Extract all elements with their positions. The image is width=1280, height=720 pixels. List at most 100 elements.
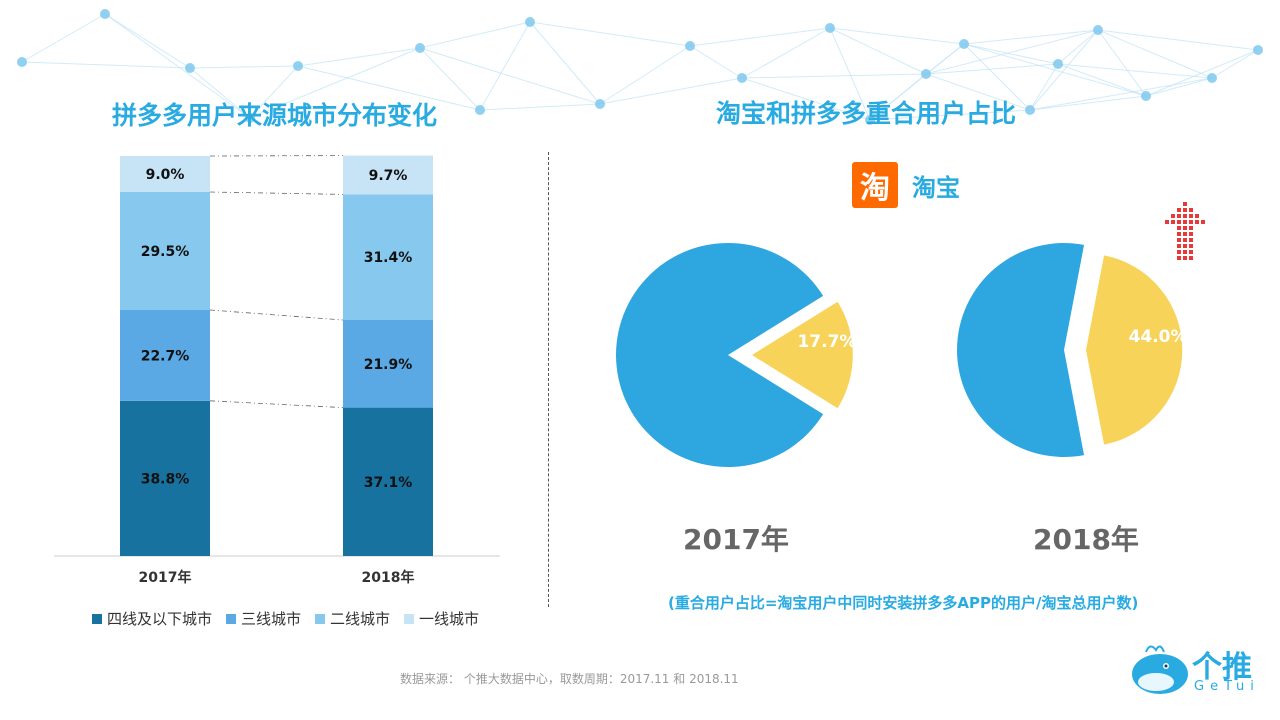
up-arrow-dot bbox=[1183, 214, 1187, 218]
bar-segment bbox=[343, 155, 433, 195]
up-arrow-dot bbox=[1189, 220, 1193, 224]
network-line bbox=[1057, 29, 1099, 65]
network-line bbox=[829, 27, 927, 75]
up-arrow-dot bbox=[1189, 238, 1193, 242]
network-line bbox=[829, 27, 965, 45]
up-arrow-dot bbox=[1183, 238, 1187, 242]
network-line bbox=[741, 27, 831, 79]
legend-swatch-tier4 bbox=[92, 613, 102, 624]
legend-swatch-tier3 bbox=[226, 613, 237, 624]
network-line bbox=[869, 43, 965, 121]
network-line bbox=[1097, 29, 1213, 79]
network-node bbox=[245, 113, 255, 123]
network-line bbox=[1097, 29, 1147, 97]
pie-year-2017: 2017年 bbox=[683, 523, 789, 556]
pie-slice-other bbox=[957, 243, 1085, 458]
up-arrow-dot bbox=[1171, 214, 1175, 218]
up-arrow-dot bbox=[1189, 214, 1193, 218]
network-node bbox=[1253, 45, 1263, 55]
network-line bbox=[1029, 95, 1147, 111]
up-arrow-dot bbox=[1183, 208, 1187, 212]
network-line bbox=[249, 47, 421, 119]
panel-divider bbox=[548, 152, 549, 607]
data-source-note: 数据来源： 个推大数据中心，取数周期：2017.11 和 2018.11 bbox=[400, 672, 739, 686]
bar-data-label: 38.8% bbox=[141, 471, 190, 487]
network-node bbox=[685, 41, 695, 51]
up-arrow-dot bbox=[1189, 244, 1193, 248]
bar-chart-title: 拼多多用户来源城市分布变化 bbox=[112, 101, 438, 130]
network-line bbox=[21, 13, 106, 63]
bar-connector-line bbox=[209, 400, 344, 408]
network-line bbox=[741, 77, 871, 121]
up-arrow-dot bbox=[1177, 244, 1181, 248]
bar-segment bbox=[343, 194, 433, 320]
network-line bbox=[419, 21, 531, 49]
network-line bbox=[529, 21, 691, 47]
x-tick-label: 2018年 bbox=[362, 569, 415, 586]
stacked-bar-chart: 38.8% 22.7% 29.5% 9.0% 2017年 37.1% 21.9% 31.4% 9… bbox=[54, 155, 500, 586]
up-arrow-dot bbox=[1171, 220, 1175, 224]
network-line bbox=[1145, 77, 1213, 97]
getui-whale-logo-icon bbox=[1132, 645, 1188, 694]
network-line bbox=[189, 67, 251, 119]
up-arrow-dot bbox=[1183, 256, 1187, 260]
pie-slice-overlap bbox=[752, 301, 853, 409]
pie-slice-overlap bbox=[1086, 255, 1183, 445]
network-line bbox=[689, 45, 743, 79]
legend-item-tier1: 一线城市 bbox=[404, 608, 479, 629]
network-line bbox=[1211, 49, 1259, 79]
up-arrow-dot bbox=[1183, 250, 1187, 254]
network-node bbox=[100, 9, 110, 19]
network-line bbox=[479, 21, 531, 111]
up-arrow-dot bbox=[1177, 226, 1181, 230]
network-line bbox=[829, 27, 871, 121]
bar-data-label: 9.7% bbox=[369, 168, 408, 184]
up-arrow-dot bbox=[1189, 250, 1193, 254]
network-line bbox=[599, 45, 691, 105]
network-node bbox=[475, 105, 485, 115]
network-line bbox=[1029, 77, 1213, 111]
network-line bbox=[741, 73, 927, 79]
up-arrow-dot bbox=[1177, 256, 1181, 260]
taobao-brand-name: 淘宝 bbox=[912, 174, 960, 202]
network-line bbox=[297, 47, 421, 67]
network-node bbox=[1053, 59, 1063, 69]
up-arrow-dot bbox=[1195, 220, 1199, 224]
network-node bbox=[293, 61, 303, 71]
network-line bbox=[925, 73, 1031, 111]
network-line bbox=[963, 29, 1099, 45]
up-arrow-dot bbox=[1165, 220, 1169, 224]
network-line bbox=[1097, 29, 1259, 51]
network-line bbox=[1029, 63, 1059, 111]
legend-label-tier4: 四线及以下城市 bbox=[107, 610, 213, 628]
network-line bbox=[529, 21, 601, 105]
pie-year-2018: 2018年 bbox=[1033, 523, 1139, 556]
getui-brand-name: 个推 bbox=[1192, 650, 1252, 685]
network-line bbox=[963, 43, 1147, 97]
network-node bbox=[525, 17, 535, 27]
bar-data-label: 21.9% bbox=[364, 357, 413, 373]
bar-connector-line bbox=[209, 191, 344, 195]
up-arrow-dot bbox=[1201, 220, 1205, 224]
network-node bbox=[185, 63, 195, 73]
up-arrow-dot bbox=[1189, 226, 1193, 230]
bar-segment bbox=[343, 320, 433, 408]
network-node bbox=[737, 73, 747, 83]
legend-item-tier3: 三线城市 bbox=[226, 608, 301, 629]
bar-data-label: 9.0% bbox=[146, 167, 185, 183]
network-line bbox=[689, 27, 831, 47]
network-line bbox=[419, 47, 481, 111]
up-arrow-dot bbox=[1189, 208, 1193, 212]
network-line bbox=[925, 29, 1099, 75]
legend-swatch-tier2 bbox=[315, 613, 326, 624]
up-arrow-dot bbox=[1189, 232, 1193, 236]
bar-segment bbox=[120, 310, 210, 401]
network-node bbox=[17, 57, 27, 67]
up-arrow-dot bbox=[1183, 202, 1187, 206]
legend-item-tier4: 四线及以下城市 bbox=[92, 608, 212, 629]
taobao-logo-icon: 淘 bbox=[852, 162, 898, 208]
pie-data-label: 44.0% bbox=[1129, 327, 1188, 347]
network-line bbox=[1145, 49, 1259, 97]
network-node bbox=[415, 43, 425, 53]
getui-brand-sub: GeTui bbox=[1194, 679, 1260, 694]
